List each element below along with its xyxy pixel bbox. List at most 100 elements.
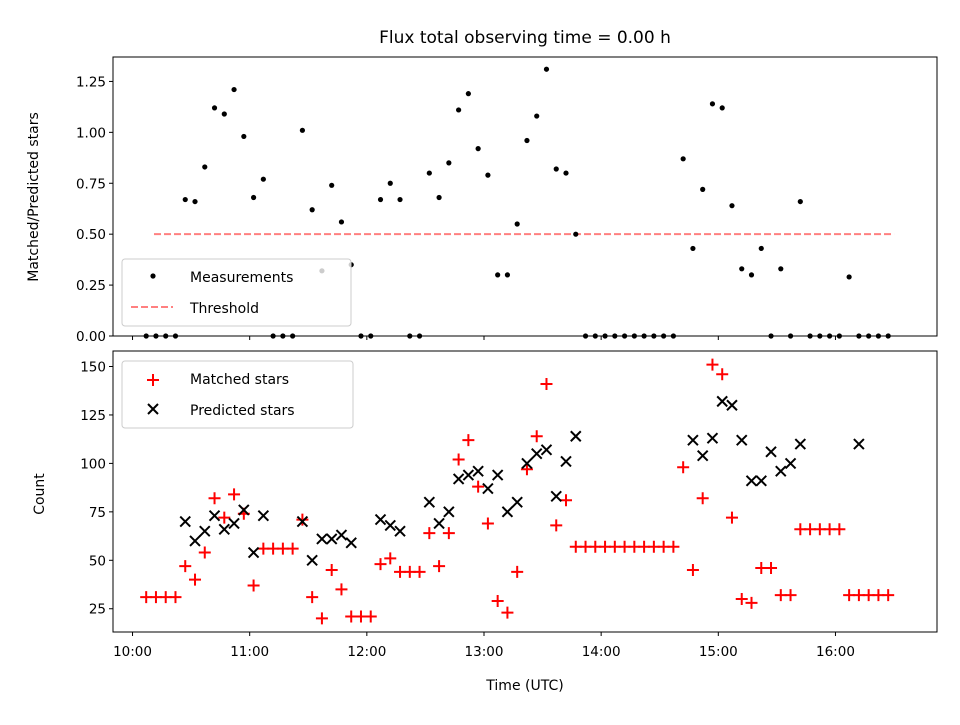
top-y-axis-label: Matched/Predicted stars: [26, 112, 42, 282]
matched-star-point: [208, 492, 221, 505]
matched-star-point: [286, 542, 299, 555]
legend-predicted-marker: [147, 403, 159, 415]
predicted-star-point: [511, 496, 523, 508]
predicted-star-point: [247, 546, 260, 559]
x-tick-label: 12:00: [347, 644, 386, 660]
top-y-tick-label: 1.25: [76, 74, 106, 90]
top-legend-box: [121, 258, 352, 327]
top-panel: Flux total observing time = 0.00 h Match…: [26, 28, 938, 345]
matched-star-point: [667, 540, 680, 553]
predicted-star-point: [726, 399, 738, 411]
predicted-star-point: [775, 465, 787, 477]
x-tick-label: 11:00: [230, 644, 269, 660]
matched-star-point: [442, 527, 455, 540]
top-y-tick-label: 1.00: [76, 125, 106, 141]
matched-star-point: [550, 519, 563, 532]
measurement-point: [436, 194, 442, 201]
measurement-point: [309, 207, 315, 213]
bottom-y-axis-label: Count: [32, 473, 48, 515]
measurement-point: [543, 66, 550, 72]
legend-threshold-label: Threshold: [189, 301, 259, 317]
predicted-star-point: [491, 469, 504, 481]
matched-star-point: [833, 523, 846, 536]
predicted-star-point: [433, 517, 445, 530]
matched-star-point: [784, 589, 797, 602]
matched-star-point: [247, 579, 260, 592]
measurement-point: [553, 166, 559, 172]
legend-measurements-label: Measurements: [190, 270, 293, 286]
matched-star-point: [374, 558, 387, 571]
predicted-star-point: [208, 510, 221, 522]
top-axes-frame: [112, 56, 938, 337]
measurement-point: [426, 170, 432, 176]
bottom-axes-frame: [112, 350, 938, 633]
matched-star-point: [413, 565, 426, 578]
top-y-tick-label: 0.00: [76, 329, 106, 345]
predicted-star-point: [472, 465, 484, 477]
measurement-point: [739, 266, 745, 272]
predicted-star-point: [521, 457, 533, 470]
measurement-point: [250, 194, 257, 201]
bottom-y-tick-label: 125: [80, 408, 106, 424]
matched-star-point: [677, 461, 690, 474]
predicted-star-point: [228, 517, 240, 530]
matched-star-point: [501, 606, 514, 619]
x-tick-label: 10:00: [113, 644, 152, 660]
measurement-point: [192, 198, 198, 205]
measurement-point: [241, 133, 247, 140]
matched-star-point: [315, 612, 328, 625]
measurement-point: [485, 172, 491, 178]
predicted-star-point: [316, 533, 328, 545]
predicted-star-point: [443, 506, 455, 518]
matched-star-point: [511, 565, 524, 578]
measurement-point: [387, 180, 393, 186]
measurement-point: [563, 170, 569, 176]
x-tick-label: 13:00: [465, 644, 504, 660]
predicted-star-point: [765, 446, 777, 458]
matched-star-point: [491, 594, 504, 607]
x-tick-label: 14:00: [582, 644, 621, 660]
x-axis-label: Time (UTC): [485, 678, 563, 694]
predicted-star-point: [755, 475, 767, 487]
predicted-star-point: [189, 535, 201, 547]
matched-star-point: [306, 591, 319, 604]
matched-star-point: [433, 560, 446, 573]
matched-star-point: [472, 480, 485, 493]
predicted-star-point: [218, 523, 231, 535]
matched-star-point: [716, 368, 729, 381]
matched-star-point: [481, 517, 494, 530]
measurement-point: [377, 196, 384, 203]
predicted-star-point: [462, 469, 475, 481]
measurement-point: [680, 156, 686, 162]
predicted-star-point: [745, 475, 758, 487]
measurement-point: [221, 111, 227, 117]
predicted-star-point: [325, 533, 338, 545]
predicted-star-point: [306, 554, 318, 567]
matched-star-point: [725, 511, 738, 524]
matched-star-point: [179, 560, 192, 573]
measurement-point: [719, 105, 725, 111]
matched-star-point: [325, 563, 338, 576]
predicted-star-point: [423, 496, 436, 508]
measurement-point: [573, 231, 579, 237]
matched-star-point: [452, 453, 465, 466]
top-plot-area: 0.00 0.25 0.50 0.75 1.00 1.25: [76, 66, 895, 345]
predicted-star-point: [550, 490, 562, 503]
measurement-point: [211, 105, 218, 111]
bottom-legend: Matched stars Predicted stars: [121, 360, 354, 429]
bottom-legend-box: [121, 360, 354, 429]
matched-star-point: [198, 546, 211, 559]
predicted-star-point: [736, 434, 748, 446]
matched-star-point: [520, 463, 533, 476]
x-tick-label: 16:00: [816, 644, 855, 660]
bottom-y-tick-label: 50: [89, 553, 106, 569]
legend-measurements-marker: [150, 273, 156, 279]
matched-star-point: [228, 488, 241, 501]
measurement-point: [504, 272, 511, 278]
measurement-point: [202, 164, 208, 170]
predicted-star-point: [257, 510, 270, 522]
top-legend: Measurements Threshold: [121, 258, 352, 327]
matched-star-point: [696, 492, 709, 505]
predicted-star-point: [296, 515, 309, 528]
